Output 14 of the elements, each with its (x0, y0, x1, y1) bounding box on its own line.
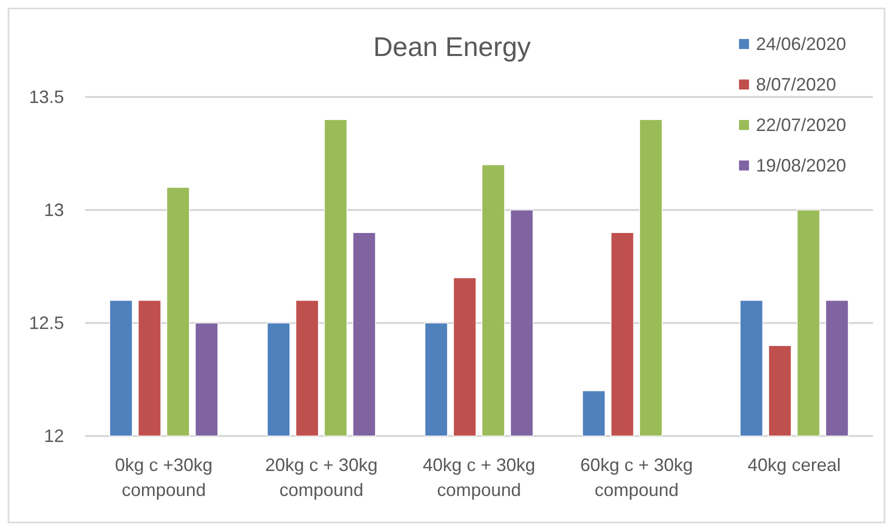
y-tick-label: 13 (44, 200, 64, 220)
legend-label: 19/08/2020 (756, 156, 846, 176)
legend-label: 22/07/2020 (756, 115, 846, 135)
x-tick-label: 40kg cereal (748, 455, 841, 475)
y-tick-label: 12.5 (28, 313, 64, 333)
legend-label: 24/06/2020 (756, 34, 846, 54)
x-tick-label: 60kg c + 30kg compound (580, 455, 693, 500)
x-tick-label: 0kg c +30kg compound (115, 455, 213, 500)
x-tick-label: 40kg c + 30kg compound (422, 455, 536, 500)
x-tick-label: 20kg c + 30kg compound (265, 455, 378, 500)
y-tick-label: 12 (44, 426, 64, 446)
legend-label: 8/07/2020 (756, 74, 836, 94)
y-tick-label: 13.5 (28, 87, 64, 107)
chart-title: Dean Energy (373, 32, 532, 62)
